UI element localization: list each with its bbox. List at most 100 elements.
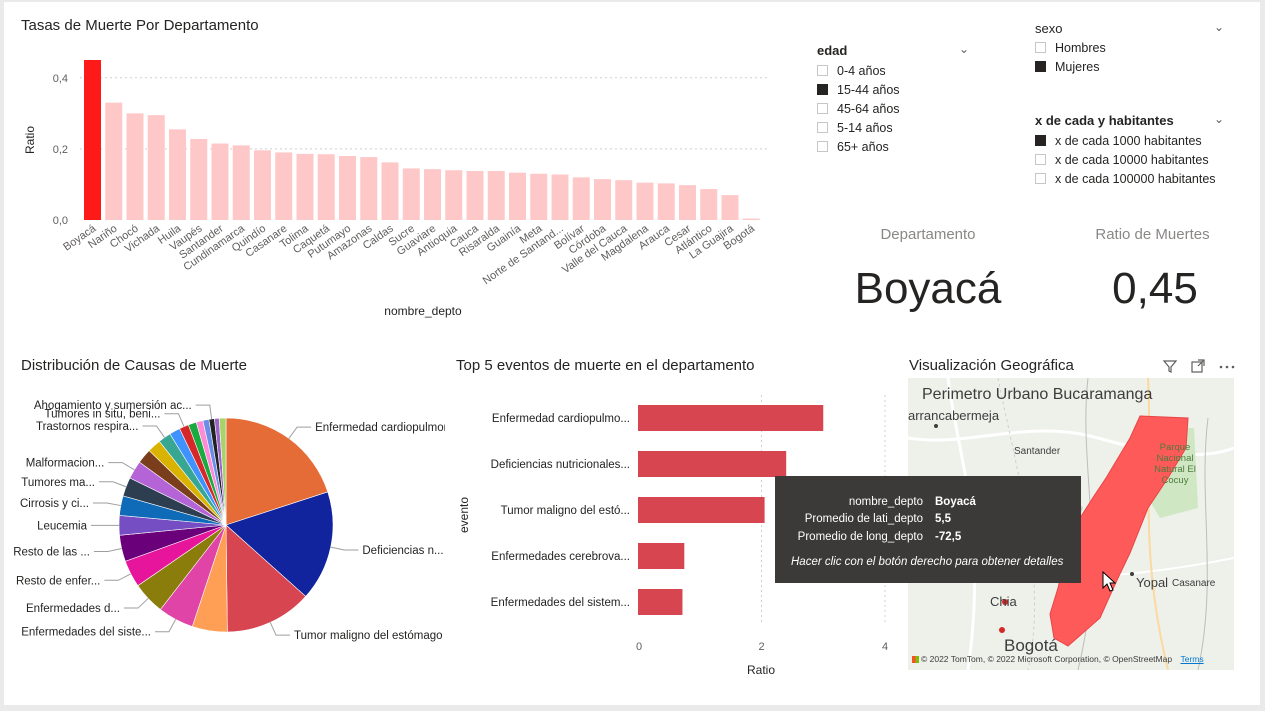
slicer-option-edad[interactable]: 0-4 años bbox=[817, 62, 886, 79]
pie-leader-line bbox=[93, 547, 122, 553]
tooltip-value: Boyacá bbox=[935, 496, 976, 508]
checkbox-icon[interactable] bbox=[817, 141, 828, 152]
pie-leader-line bbox=[142, 425, 165, 438]
checkbox-icon[interactable] bbox=[1035, 154, 1046, 165]
bar bbox=[424, 169, 441, 220]
mouse-cursor-icon bbox=[1102, 571, 1117, 592]
slicer-option-label: x de cada 100000 habitantes bbox=[1055, 171, 1216, 186]
y-tick-label: 0,2 bbox=[53, 144, 68, 156]
pie-leader-line bbox=[108, 462, 135, 471]
more-options-icon[interactable] bbox=[1218, 358, 1236, 377]
bar bbox=[530, 173, 548, 220]
pie-chart-title: Distribución de Causas de Muerte bbox=[21, 357, 247, 374]
bar bbox=[317, 154, 335, 220]
y-tick-label: Tumor maligno del estó... bbox=[501, 505, 630, 517]
filter-icon[interactable] bbox=[1162, 358, 1178, 377]
pie-leader-line bbox=[330, 546, 359, 551]
pie-label: Trastornos respira... bbox=[36, 421, 138, 433]
y-axis-title: Ratio bbox=[23, 126, 37, 154]
checkbox-checked-icon[interactable] bbox=[1035, 135, 1046, 146]
bar bbox=[679, 185, 696, 220]
x-tick-label: 4 bbox=[882, 641, 888, 653]
map-label-santander: Santander bbox=[1014, 446, 1061, 457]
map-tooltip: nombre_depto Boyacá Promedio de lati_dep… bbox=[775, 476, 1081, 583]
pie-leader-line bbox=[93, 502, 121, 507]
bar bbox=[721, 195, 739, 220]
checkbox-icon[interactable] bbox=[817, 65, 828, 76]
chevron-down-icon[interactable]: ⌄ bbox=[959, 42, 970, 56]
checkbox-checked-icon[interactable] bbox=[1035, 61, 1046, 72]
slicer-option-edad[interactable]: 65+ años bbox=[817, 138, 889, 155]
slicer-option-label: 45-64 años bbox=[837, 101, 900, 116]
slicer-option-label: x de cada 10000 habitantes bbox=[1055, 152, 1209, 167]
slicer-option-habitantes[interactable]: x de cada 100000 habitantes bbox=[1035, 170, 1216, 187]
slicer-sexo-title: sexo bbox=[1035, 21, 1063, 36]
slicer-option-label: x de cada 1000 habitantes bbox=[1055, 133, 1202, 148]
slicer-option-label: 15-44 años bbox=[837, 82, 900, 97]
x-axis-title: Ratio bbox=[747, 663, 775, 677]
card-departamento-label: Departamento bbox=[880, 226, 976, 243]
bar bbox=[211, 143, 229, 220]
causes-pie-chart[interactable]: Enfermedad cardiopulmon... Deficiencias n… bbox=[0, 385, 445, 675]
pie-label: Enfermedades del siste... bbox=[21, 627, 151, 639]
checkbox-icon[interactable] bbox=[1035, 173, 1046, 184]
chevron-down-icon[interactable]: ⌄ bbox=[1214, 20, 1225, 34]
map-label-barrancabermeja: arrancabermeja bbox=[908, 408, 1000, 423]
top5-bar-chart[interactable]: 0 2 4 Enfermedad cardiopulmo... Deficiencias… bbox=[450, 385, 900, 680]
x-axis-title: nombre_depto bbox=[384, 304, 462, 318]
bar bbox=[275, 152, 293, 220]
pie-leader-line bbox=[288, 426, 312, 439]
chevron-down-icon[interactable]: ⌄ bbox=[1214, 112, 1225, 126]
slicer-option-edad[interactable]: 15-44 años bbox=[817, 81, 900, 98]
slicer-option-habitantes[interactable]: x de cada 10000 habitantes bbox=[1035, 151, 1209, 168]
death-rate-bar-chart[interactable]: 0,40,20,0RatioBoyacáNariñoChocóVichadaHu… bbox=[0, 40, 800, 330]
bar bbox=[84, 60, 101, 220]
checkbox-checked-icon[interactable] bbox=[817, 84, 828, 95]
pie-label: Cirrosis y ci... bbox=[20, 498, 89, 510]
focus-mode-icon[interactable] bbox=[1190, 358, 1206, 377]
pie-label: Enfermedades d... bbox=[26, 603, 120, 615]
tooltip-key: nombre_depto bbox=[848, 496, 923, 508]
y-axis-title: evento bbox=[457, 497, 471, 533]
bar bbox=[339, 156, 356, 220]
bar bbox=[126, 113, 144, 220]
slicer-option-sexo[interactable]: Mujeres bbox=[1035, 58, 1099, 75]
tooltip-key: Promedio de lati_depto bbox=[804, 513, 923, 525]
pie-label: Enfermedad cardiopulmon... bbox=[315, 422, 445, 434]
checkbox-icon[interactable] bbox=[817, 103, 828, 114]
bar bbox=[636, 182, 654, 220]
bar-chart-title: Tasas de Muerte Por Departamento bbox=[21, 17, 259, 34]
slicer-edad-title: edad bbox=[817, 43, 848, 58]
pie-label: Leucemia bbox=[37, 520, 87, 532]
map-label-yopal: Yopal bbox=[1136, 575, 1169, 590]
geographic-map[interactable]: Perimetro Urbano Bucaramanga arrancaberm… bbox=[908, 378, 1234, 670]
checkbox-icon[interactable] bbox=[817, 122, 828, 133]
bar bbox=[594, 179, 611, 220]
slicer-option-label: 5-14 años bbox=[837, 120, 893, 135]
y-tick-label: 0,0 bbox=[53, 215, 68, 227]
hbar-chart-title: Top 5 eventos de muerte en el departamen… bbox=[456, 357, 755, 374]
map-title: Visualización Geográfica bbox=[909, 357, 1074, 374]
bar bbox=[638, 589, 683, 615]
tooltip-key: Promedio de long_depto bbox=[797, 531, 923, 543]
pie-slice bbox=[218, 417, 227, 526]
checkbox-icon[interactable] bbox=[1035, 42, 1046, 53]
slicer-option-edad[interactable]: 5-14 años bbox=[817, 119, 893, 136]
bar bbox=[700, 189, 718, 220]
bar bbox=[296, 153, 314, 220]
y-tick-label: 0,4 bbox=[53, 73, 68, 85]
bar bbox=[466, 170, 484, 220]
card-ratio-label: Ratio de Muertes bbox=[1095, 226, 1210, 243]
bar bbox=[147, 115, 165, 220]
map-label-casanare: Casanare bbox=[1172, 578, 1216, 589]
slicer-option-habitantes[interactable]: x de cada 1000 habitantes bbox=[1035, 132, 1202, 149]
bar bbox=[105, 102, 123, 220]
map-label-bucaramanga: Perimetro Urbano Bucaramanga bbox=[922, 386, 1153, 403]
bar bbox=[638, 451, 787, 477]
slicer-option-edad[interactable]: 45-64 años bbox=[817, 100, 900, 117]
map-label-bogota: Bogotá bbox=[1004, 636, 1058, 655]
slicer-habitantes-title: x de cada y habitantes bbox=[1035, 113, 1174, 128]
pie-leader-line bbox=[104, 573, 132, 581]
slicer-option-sexo[interactable]: Hombres bbox=[1035, 39, 1106, 56]
map-terms-link[interactable]: Terms bbox=[1180, 654, 1204, 664]
